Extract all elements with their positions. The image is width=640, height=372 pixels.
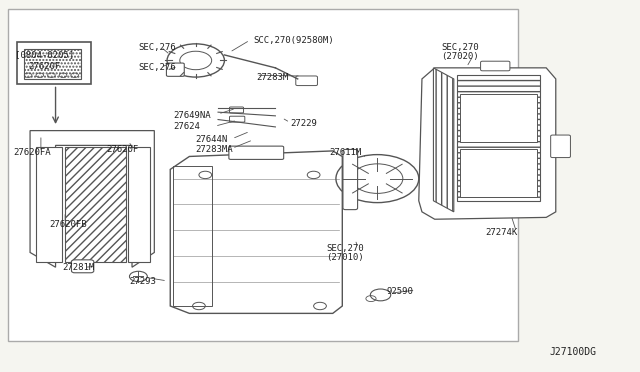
- Text: SEC,270: SEC,270: [441, 43, 479, 52]
- Bar: [460, 149, 537, 197]
- Text: 92590: 92590: [387, 287, 414, 296]
- Text: 27620F: 27620F: [106, 145, 139, 154]
- Polygon shape: [170, 151, 342, 313]
- Text: 27620F: 27620F: [29, 61, 61, 71]
- FancyBboxPatch shape: [550, 135, 570, 158]
- Text: 27644N: 27644N: [196, 135, 228, 144]
- Text: 27281M: 27281M: [62, 263, 94, 272]
- Text: 27624: 27624: [173, 122, 200, 131]
- Bar: [17, 42, 91, 84]
- Text: (27020): (27020): [441, 52, 479, 61]
- Text: J27100DG: J27100DG: [549, 347, 596, 357]
- FancyBboxPatch shape: [72, 260, 94, 273]
- FancyBboxPatch shape: [343, 150, 358, 210]
- Bar: [173, 166, 212, 306]
- Text: 27649NA: 27649NA: [173, 111, 211, 121]
- Bar: [24, 49, 81, 79]
- Text: [0804-0205]: [0804-0205]: [15, 51, 74, 60]
- Bar: [457, 75, 540, 201]
- Text: 27283M: 27283M: [256, 73, 289, 81]
- Bar: [8, 9, 518, 341]
- Text: 27283MA: 27283MA: [196, 145, 234, 154]
- FancyBboxPatch shape: [230, 116, 245, 122]
- FancyBboxPatch shape: [230, 107, 244, 113]
- Text: SEC,276: SEC,276: [138, 43, 176, 52]
- Text: SEC,270: SEC,270: [326, 244, 364, 253]
- Bar: [36, 147, 62, 262]
- Text: (27010): (27010): [326, 253, 364, 263]
- Text: 27293: 27293: [129, 278, 156, 286]
- Bar: [460, 94, 537, 142]
- FancyBboxPatch shape: [481, 61, 510, 71]
- Text: SCC,270(92580M): SCC,270(92580M): [253, 36, 333, 45]
- Polygon shape: [419, 68, 556, 219]
- Text: 27620FA: 27620FA: [13, 148, 51, 157]
- FancyBboxPatch shape: [166, 63, 184, 76]
- Text: SEC,276: SEC,276: [138, 63, 176, 72]
- Text: 27611M: 27611M: [330, 148, 362, 157]
- Text: 27229: 27229: [290, 119, 317, 128]
- Bar: [65, 147, 125, 262]
- Bar: [127, 147, 150, 262]
- FancyBboxPatch shape: [296, 76, 317, 86]
- Text: 27620FB: 27620FB: [49, 220, 87, 229]
- FancyBboxPatch shape: [229, 146, 284, 160]
- Polygon shape: [30, 131, 154, 267]
- Text: 27274K: 27274K: [486, 228, 518, 237]
